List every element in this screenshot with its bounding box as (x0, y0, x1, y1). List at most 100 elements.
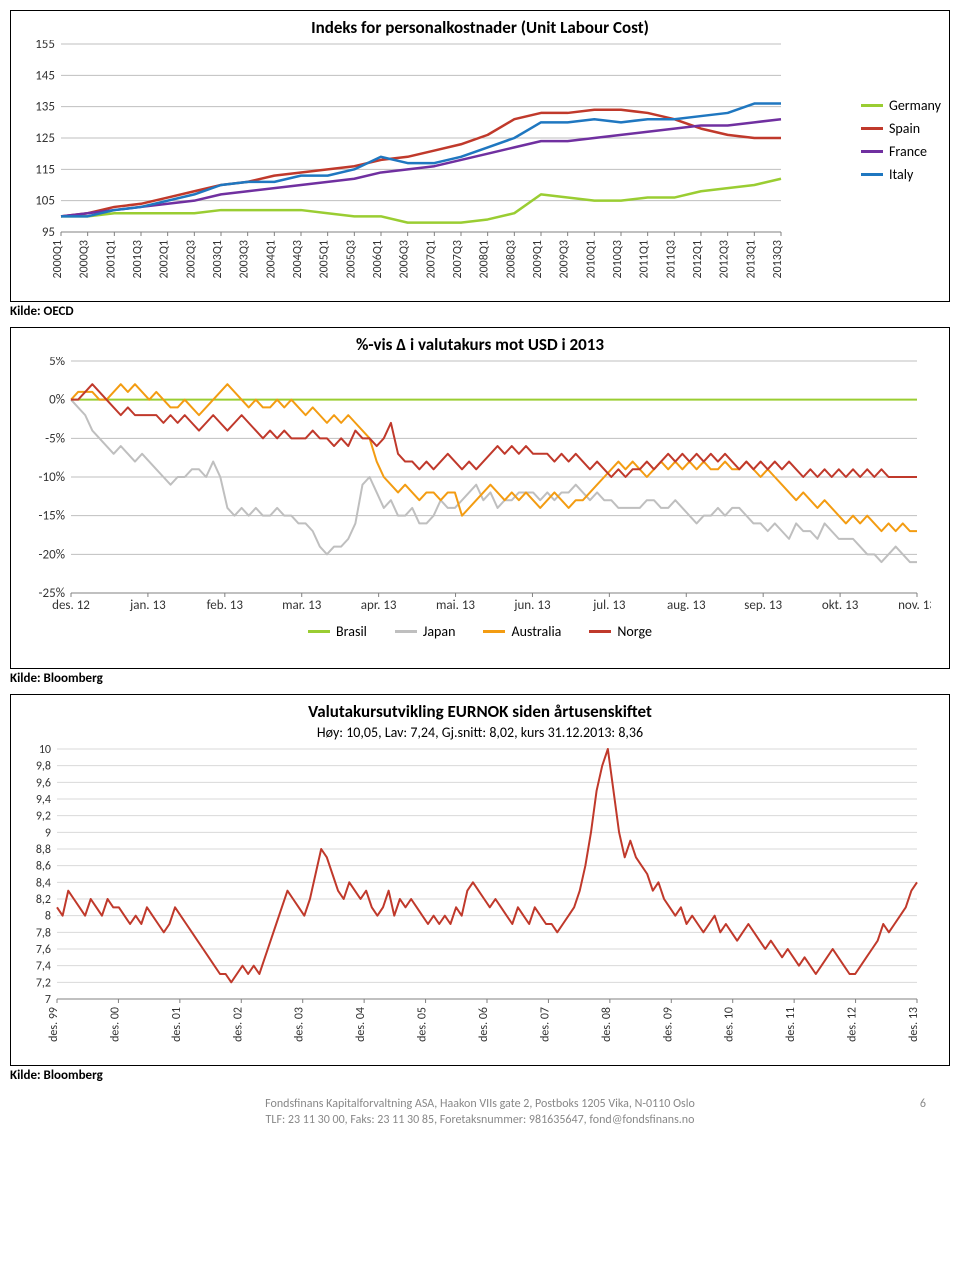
svg-text:-10%: -10% (39, 470, 65, 485)
svg-text:des. 11: des. 11 (784, 1007, 798, 1042)
svg-text:des. 09: des. 09 (661, 1007, 675, 1042)
svg-text:7,2: 7,2 (36, 976, 51, 990)
chart-legend: BrasilJapanAustraliaNorge (11, 617, 949, 650)
chart-title: Indeks for personalkostnader (Unit Labou… (11, 11, 949, 40)
svg-text:jan. 13: jan. 13 (129, 598, 166, 613)
svg-text:des. 05: des. 05 (416, 1007, 430, 1042)
svg-text:des. 99: des. 99 (47, 1007, 61, 1042)
svg-text:95: 95 (42, 225, 55, 240)
svg-text:des. 01: des. 01 (170, 1007, 184, 1042)
svg-text:des. 13: des. 13 (907, 1007, 921, 1042)
svg-text:apr. 13: apr. 13 (361, 598, 397, 613)
svg-text:2008Q1: 2008Q1 (478, 240, 492, 278)
chart-plot: 7 7,2 7,4 7,6 7,8 8 8,2 8,4 8,6 8,8 9 9,2 9,4 9,6 9,8 1… (11, 745, 931, 1055)
chart-source: Kilde: Bloomberg (10, 1068, 950, 1083)
svg-text:2013Q3: 2013Q3 (771, 240, 785, 278)
svg-text:2003Q1: 2003Q1 (211, 240, 225, 278)
svg-text:2002Q3: 2002Q3 (184, 240, 198, 278)
svg-text:115: 115 (35, 162, 55, 177)
svg-text:145: 145 (35, 68, 55, 83)
svg-text:5%: 5% (49, 357, 65, 369)
svg-text:-20%: -20% (39, 547, 65, 562)
svg-text:2006Q1: 2006Q1 (371, 240, 385, 278)
svg-text:2000Q3: 2000Q3 (78, 240, 92, 278)
svg-text:2007Q3: 2007Q3 (451, 240, 465, 278)
svg-text:nov. 13: nov. 13 (898, 598, 931, 613)
svg-text:des. 06: des. 06 (477, 1007, 491, 1042)
svg-text:2006Q3: 2006Q3 (398, 240, 412, 278)
chart-plot: -25%-20%-15%-10%-5%0%5%des. 12jan. 13feb… (11, 357, 931, 617)
svg-text:-5%: -5% (45, 431, 65, 446)
svg-text:des. 02: des. 02 (231, 1007, 245, 1042)
svg-text:okt. 13: okt. 13 (822, 598, 859, 613)
svg-text:2009Q1: 2009Q1 (531, 240, 545, 278)
svg-text:des. 10: des. 10 (723, 1007, 737, 1042)
svg-text:2007Q1: 2007Q1 (424, 240, 438, 278)
svg-text:9,4: 9,4 (36, 793, 51, 807)
svg-text:2008Q3: 2008Q3 (504, 240, 518, 278)
svg-text:7,6: 7,6 (36, 943, 51, 957)
svg-text:9: 9 (45, 826, 51, 840)
svg-text:2009Q3: 2009Q3 (558, 240, 572, 278)
svg-text:10: 10 (39, 745, 51, 757)
page-footer: Fondsfinans Kapitalforvaltning ASA, Haak… (10, 1097, 950, 1128)
page-number: 6 (920, 1097, 926, 1113)
svg-text:mar. 13: mar. 13 (282, 598, 322, 613)
svg-text:8,2: 8,2 (36, 893, 51, 907)
chart-title: %-vis Δ i valutakurs mot USD i 2013 (11, 328, 949, 357)
chart-subtitle: Høy: 10,05, Lav: 7,24, Gj.snitt: 8,02, k… (11, 724, 949, 745)
svg-text:des. 12: des. 12 (846, 1007, 860, 1042)
svg-text:7,4: 7,4 (36, 960, 51, 974)
svg-text:2010Q1: 2010Q1 (584, 240, 598, 278)
svg-text:9,2: 9,2 (36, 810, 51, 824)
chart-legend: GermanySpainFranceItaly (861, 91, 941, 189)
svg-text:7,8: 7,8 (36, 926, 51, 940)
svg-text:mai. 13: mai. 13 (436, 598, 475, 613)
chart-title: Valutakursutvikling EURNOK siden årtusen… (11, 695, 949, 724)
svg-text:aug. 13: aug. 13 (667, 598, 706, 613)
svg-text:105: 105 (35, 194, 55, 209)
svg-text:2011Q3: 2011Q3 (664, 240, 678, 278)
svg-text:8,4: 8,4 (36, 876, 51, 890)
svg-text:jun. 13: jun. 13 (513, 598, 551, 613)
svg-text:2013Q1: 2013Q1 (744, 240, 758, 278)
svg-text:2005Q3: 2005Q3 (344, 240, 358, 278)
svg-text:2001Q3: 2001Q3 (131, 240, 145, 278)
svg-text:feb. 13: feb. 13 (207, 598, 244, 613)
footer-line: Fondsfinans Kapitalforvaltning ASA, Haak… (10, 1097, 950, 1113)
svg-text:0%: 0% (49, 393, 65, 408)
svg-text:des. 00: des. 00 (108, 1007, 122, 1042)
chart-source: Kilde: Bloomberg (10, 671, 950, 686)
svg-text:2004Q3: 2004Q3 (291, 240, 305, 278)
svg-text:2002Q1: 2002Q1 (158, 240, 172, 278)
svg-text:des. 07: des. 07 (538, 1007, 552, 1042)
svg-text:2003Q3: 2003Q3 (238, 240, 252, 278)
svg-text:sep. 13: sep. 13 (744, 598, 782, 613)
svg-text:125: 125 (35, 131, 55, 146)
svg-text:des. 12: des. 12 (52, 598, 90, 613)
chart-source: Kilde: OECD (10, 304, 950, 319)
svg-text:2012Q1: 2012Q1 (691, 240, 705, 278)
footer-line: TLF: 23 11 30 00, Faks: 23 11 30 85, For… (10, 1113, 950, 1129)
svg-text:des. 04: des. 04 (354, 1007, 368, 1042)
svg-text:2005Q1: 2005Q1 (318, 240, 332, 278)
svg-text:7: 7 (45, 993, 51, 1007)
svg-text:2001Q1: 2001Q1 (104, 240, 118, 278)
svg-text:9,6: 9,6 (36, 776, 51, 790)
svg-text:9,8: 9,8 (36, 760, 51, 774)
svg-text:des. 03: des. 03 (293, 1007, 307, 1042)
chart-fx-delta: %-vis Δ i valutakurs mot USD i 2013 -25%… (10, 327, 950, 669)
svg-text:2004Q1: 2004Q1 (264, 240, 278, 278)
svg-text:-15%: -15% (39, 509, 65, 524)
svg-text:jul. 13: jul. 13 (592, 598, 626, 613)
svg-text:des. 08: des. 08 (600, 1007, 614, 1042)
svg-text:8: 8 (45, 910, 51, 924)
svg-text:155: 155 (35, 40, 55, 52)
chart-eurnok: Valutakursutvikling EURNOK siden årtusen… (10, 694, 950, 1066)
svg-text:8,8: 8,8 (36, 843, 51, 857)
svg-text:2010Q3: 2010Q3 (611, 240, 625, 278)
svg-text:2000Q1: 2000Q1 (51, 240, 65, 278)
svg-text:2012Q3: 2012Q3 (718, 240, 732, 278)
svg-text:2011Q1: 2011Q1 (638, 240, 652, 278)
svg-text:8,6: 8,6 (36, 860, 51, 874)
